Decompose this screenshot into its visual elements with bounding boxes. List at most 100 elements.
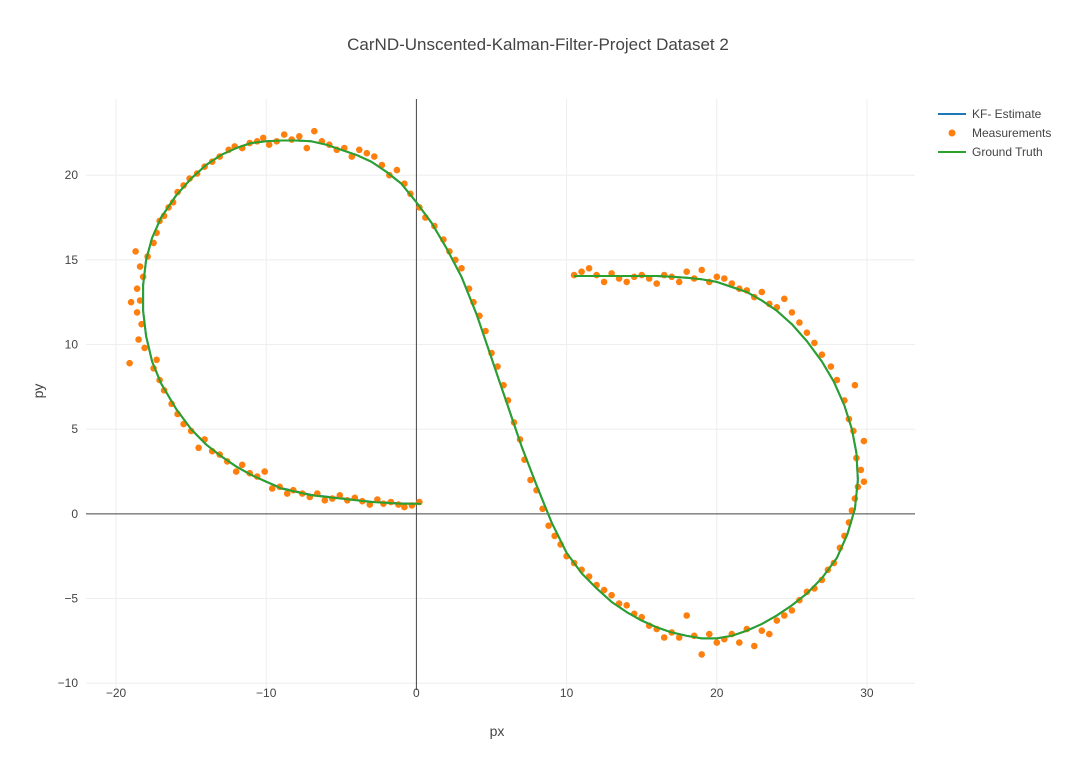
measurement-point	[374, 496, 381, 503]
x-tick-label: 0	[413, 686, 420, 700]
measurement-point	[833, 376, 841, 384]
measurement-point	[458, 265, 465, 272]
measurement-point	[238, 461, 246, 469]
measurement-point	[600, 586, 608, 594]
legend-measurements-swatch	[948, 129, 956, 137]
y-tick-label: 10	[65, 338, 79, 352]
measurement-point	[261, 468, 269, 475]
measurement-point	[788, 309, 796, 316]
measurement-point	[803, 588, 811, 596]
measurement-point	[860, 437, 868, 445]
measurement-point	[773, 617, 781, 624]
measurement-point	[675, 634, 683, 641]
x-tick-label: −20	[106, 686, 127, 700]
y-tick-label: −5	[64, 592, 78, 606]
measurement-point	[600, 278, 608, 286]
measurement-point	[653, 280, 660, 287]
measurement-point	[186, 175, 193, 182]
measurement-point	[153, 356, 160, 364]
measurement-point	[818, 351, 826, 359]
x-tick-labels: −20 −10 0 10 20 30	[106, 686, 874, 700]
measurement-point	[280, 131, 288, 138]
measurement-point	[336, 492, 344, 499]
measurement-point	[371, 153, 378, 160]
measurement-point	[321, 497, 329, 504]
measurement-point	[781, 295, 788, 303]
measurement-point	[758, 288, 766, 296]
measurement-point	[721, 275, 728, 282]
measurement-point	[132, 248, 139, 255]
y-tick-label: 15	[65, 253, 79, 267]
measurement-point	[133, 309, 141, 316]
chart-title: CarND-Unscented-Kalman-Filter-Project Da…	[347, 35, 729, 54]
measurement-point	[136, 297, 144, 304]
measurement-point	[303, 144, 311, 152]
x-axis-label: px	[490, 723, 505, 739]
legend-item-measurements[interactable]: Measurements	[972, 126, 1051, 140]
measurement-point	[401, 503, 408, 511]
measurement-point	[851, 381, 859, 389]
measurement-point	[232, 468, 240, 475]
measurement-point	[803, 329, 811, 337]
y-tick-label: −10	[58, 676, 79, 690]
measurement-point	[126, 359, 133, 367]
measurement-point	[766, 630, 773, 638]
measurement-point	[127, 298, 135, 306]
measurement-point	[133, 285, 141, 293]
y-tick-label: 0	[71, 507, 78, 521]
measurement-point	[698, 651, 705, 658]
measurement-point	[827, 363, 835, 370]
legend-item-estimate[interactable]: KF- Estimate	[972, 107, 1042, 121]
measurement-point	[675, 278, 683, 286]
measurement-point	[796, 319, 803, 326]
measurement-point	[758, 627, 766, 634]
measurement-point	[283, 490, 291, 497]
measurement-point	[751, 642, 758, 650]
y-tick-label: 20	[65, 168, 79, 182]
y-tick-label: 5	[71, 422, 78, 436]
measurement-point	[857, 466, 865, 474]
measurement-point	[788, 607, 796, 614]
legend[interactable]: KF- Estimate Measurements Ground Truth	[938, 107, 1051, 159]
measurement-point	[195, 444, 202, 452]
measurement-point	[706, 630, 713, 638]
legend-item-ground-truth[interactable]: Ground Truth	[972, 145, 1043, 159]
measurement-point	[698, 266, 705, 274]
measurement-point	[585, 265, 593, 272]
measurement-point	[136, 263, 144, 270]
measurement-point	[781, 612, 788, 619]
measurement-point	[187, 427, 195, 435]
x-tick-label: 30	[860, 686, 874, 700]
measurement-point	[623, 278, 630, 286]
measurement-point	[393, 166, 401, 174]
y-axis-label: py	[30, 384, 46, 399]
x-tick-label: −10	[256, 686, 277, 700]
measurement-point	[135, 336, 142, 343]
measurement-point	[860, 478, 868, 486]
series-line-ground-truth	[142, 139, 859, 640]
x-tick-label: 10	[560, 686, 574, 700]
measurement-point	[356, 146, 363, 154]
y-tick-labels: −10 −5 0 5 10 15 20	[58, 168, 79, 690]
measurement-point	[683, 612, 690, 619]
measurement-point	[578, 268, 585, 276]
measurement-point	[138, 320, 145, 328]
measurement-point	[311, 127, 318, 135]
plot-area	[126, 127, 868, 658]
measurement-point	[713, 639, 721, 646]
measurement-point	[527, 476, 534, 484]
grid-lines	[86, 99, 915, 690]
measurement-point	[141, 344, 148, 352]
measurement-point	[296, 133, 303, 140]
measurement-point	[265, 141, 273, 148]
measurement-point	[539, 505, 546, 513]
zero-lines	[86, 99, 915, 690]
measurement-point	[811, 339, 818, 347]
measurement-point	[728, 280, 736, 287]
measurement-point	[608, 591, 615, 599]
measurement-point	[363, 149, 371, 157]
measurement-point	[623, 602, 630, 609]
measurement-point	[268, 485, 276, 492]
